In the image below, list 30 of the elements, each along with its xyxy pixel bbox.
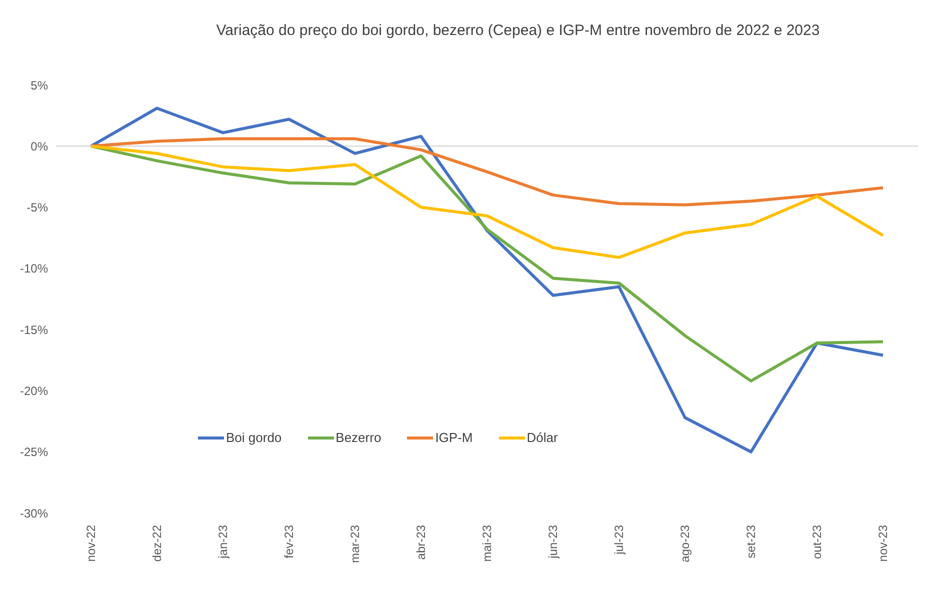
chart-title: Variação do preço do boi gordo, bezerro (Cepea) e IGP-M entre novembro de 2022 e 2023 bbox=[215, 21, 821, 41]
x-tick-label: jun-23 bbox=[546, 524, 560, 560]
line-series bbox=[90, 144, 884, 382]
line-series bbox=[90, 137, 884, 206]
y-tick-label: -15% bbox=[20, 322, 48, 337]
x-tick-label: nov-22 bbox=[84, 524, 98, 562]
legend-label: Boi gordo bbox=[225, 430, 282, 445]
y-tick-label: 0% bbox=[30, 139, 48, 154]
x-tick-label: jan-23 bbox=[216, 524, 230, 560]
x-tick-label: abr-23 bbox=[414, 524, 428, 560]
x-tick-label: dez-22 bbox=[150, 524, 164, 562]
legend-label: Dólar bbox=[526, 430, 558, 445]
y-tick-label: -20% bbox=[20, 384, 48, 398]
y-tick-label: -10% bbox=[20, 262, 48, 276]
x-tick-label: mar-23 bbox=[348, 524, 362, 564]
x-tick-label: out-23 bbox=[810, 524, 824, 560]
x-tick-label: nov-23 bbox=[876, 524, 890, 562]
x-tick-label: mai-23 bbox=[480, 524, 494, 562]
line-series bbox=[90, 106, 884, 454]
x-tick-label: ago-23 bbox=[678, 524, 692, 562]
y-tick-label: 5% bbox=[30, 78, 48, 92]
y-tick-label: -5% bbox=[26, 200, 48, 215]
x-tick-label: fev-23 bbox=[282, 524, 296, 558]
line-series bbox=[90, 144, 884, 259]
legend-label: IGP-M bbox=[434, 430, 473, 445]
x-tick-label: set-23 bbox=[744, 524, 758, 558]
y-tick-label: -25% bbox=[20, 445, 48, 460]
x-tick-label: jul-23 bbox=[612, 524, 626, 556]
y-tick-label: -30% bbox=[20, 506, 48, 520]
legend-label: Bezerro bbox=[334, 430, 382, 445]
